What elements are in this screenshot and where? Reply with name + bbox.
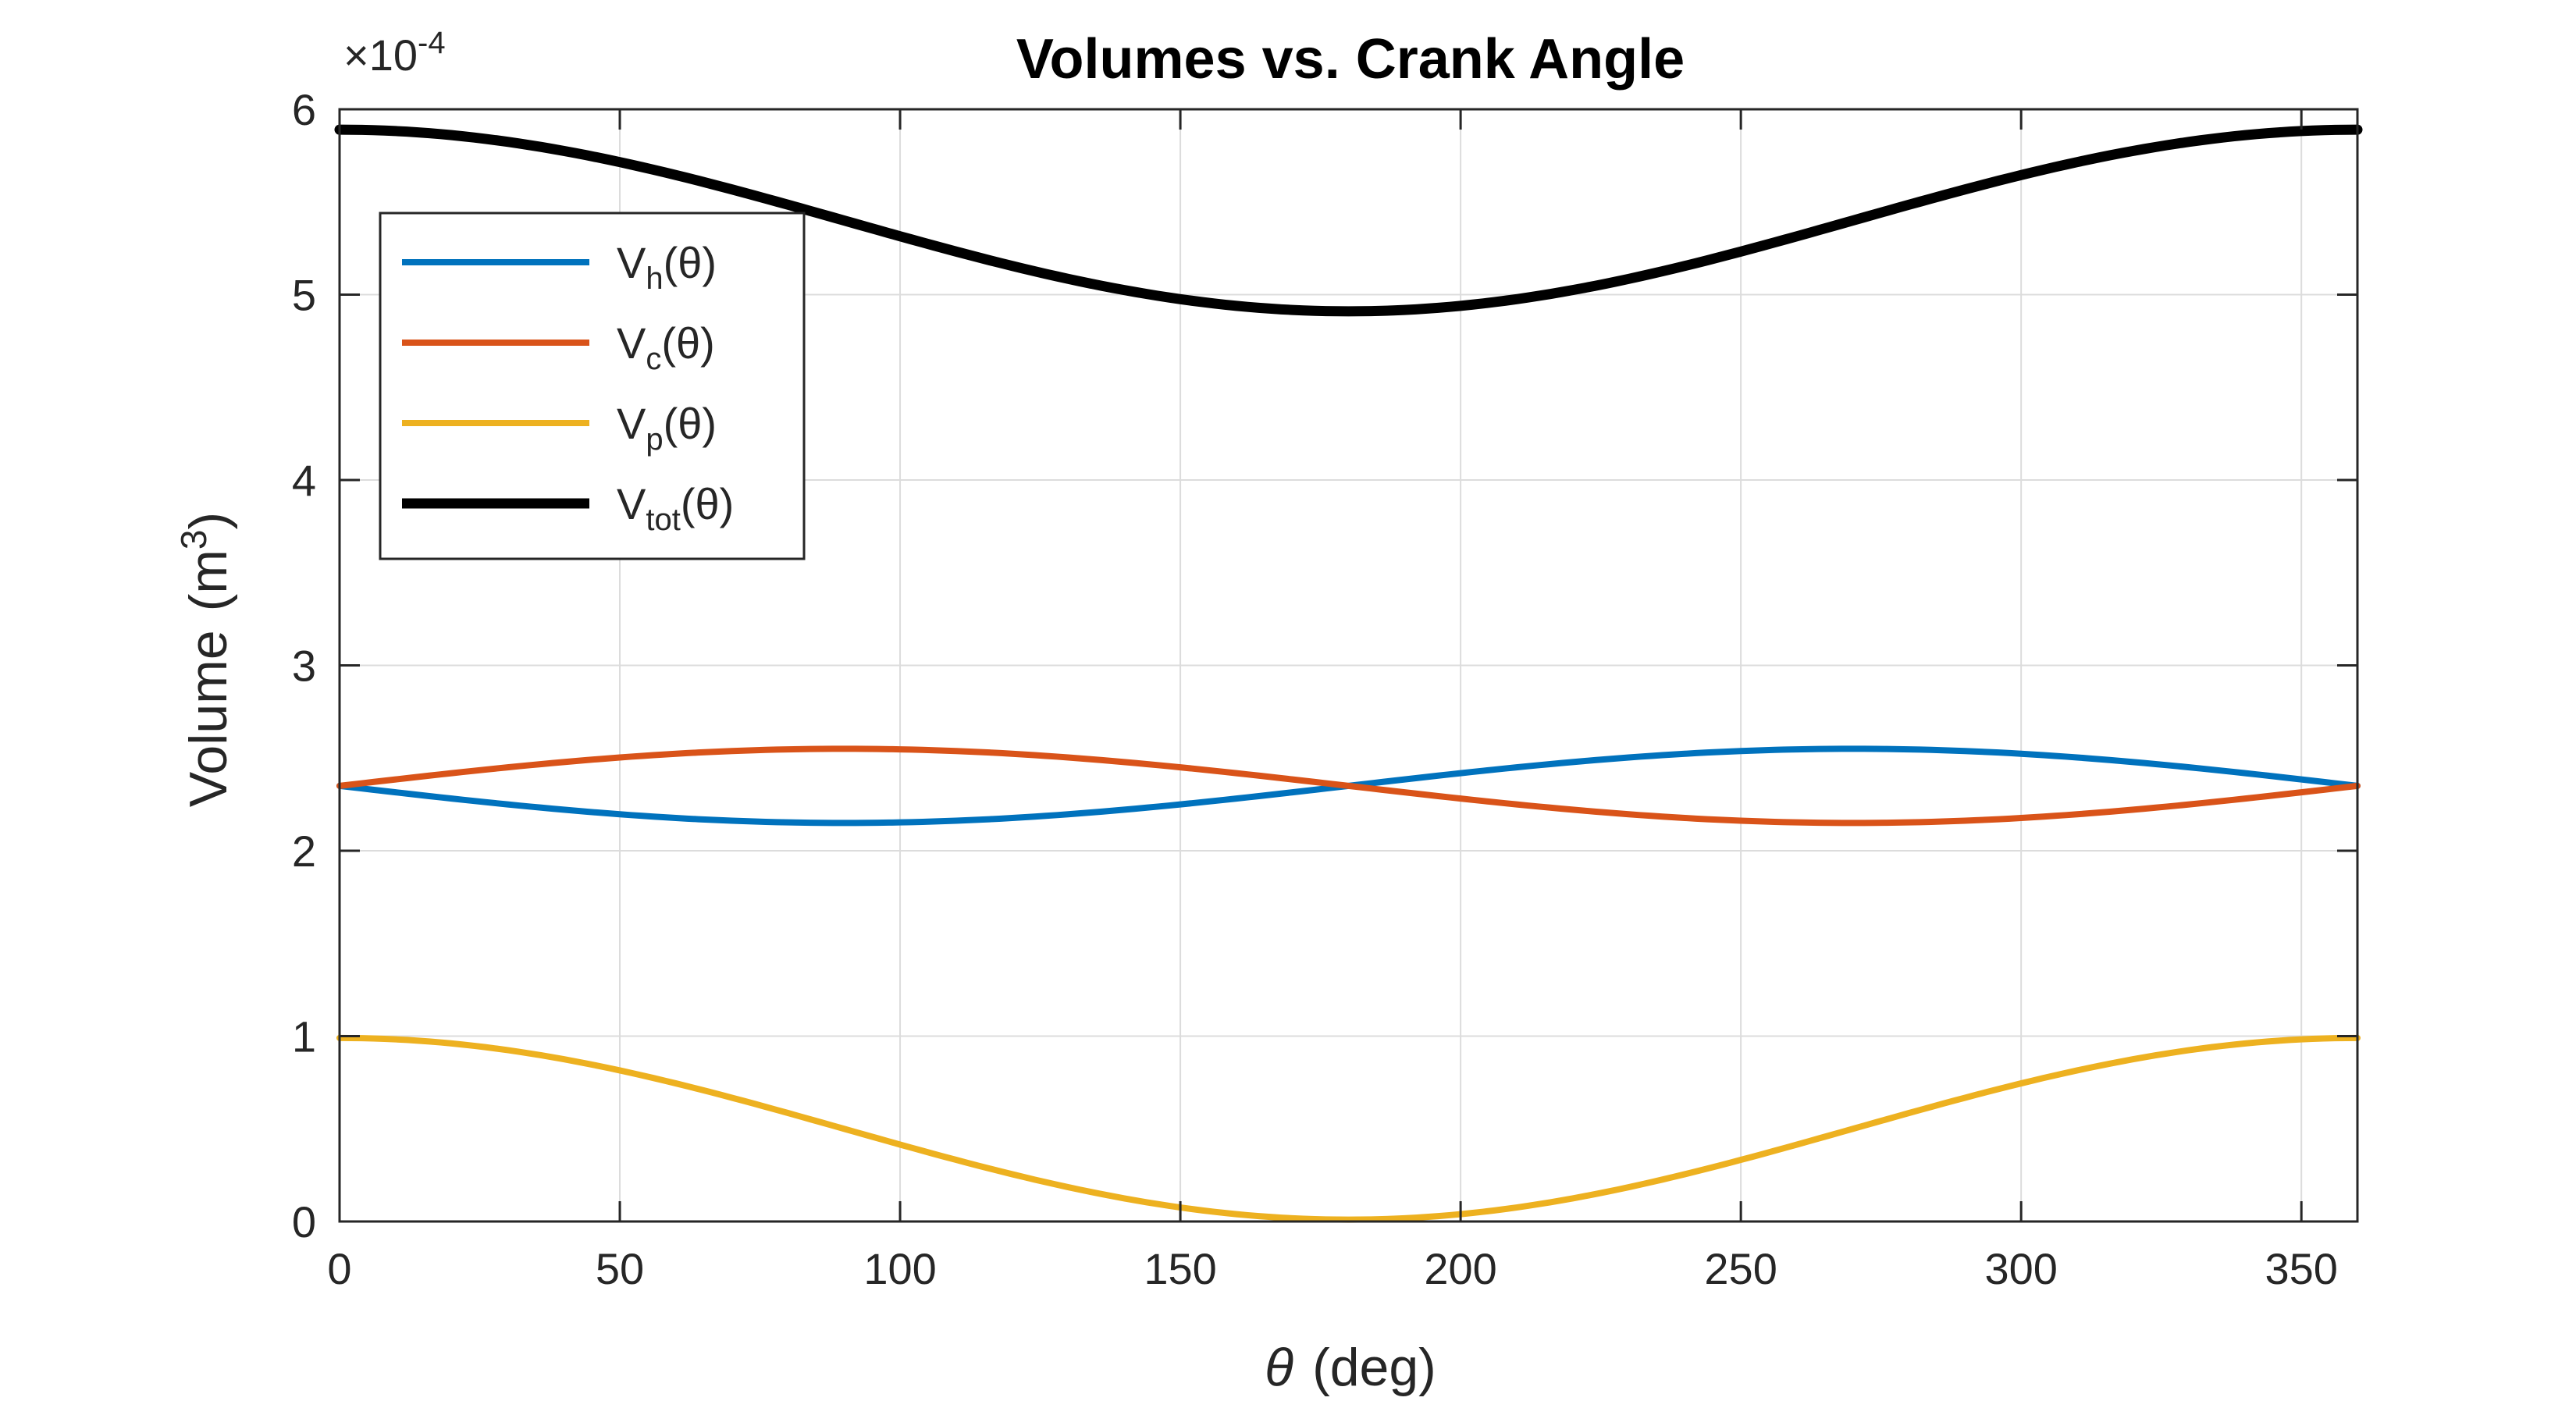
y-tick-label: 0 — [292, 1197, 316, 1246]
legend: Vh(θ) Vc(θ) Vp(θ) Vtot(θ) — [379, 212, 806, 560]
series-line-tot — [334, 124, 2363, 317]
x-tick-label: 50 — [596, 1244, 644, 1293]
y-tick-label: 4 — [292, 456, 316, 505]
chart-title: Volumes vs. Crank Angle — [1016, 28, 1685, 91]
x-axis-label: θ (deg) — [1265, 1338, 1436, 1397]
y-tick-label: 6 — [292, 85, 316, 134]
y-axis-label: Volume(m3) — [173, 512, 238, 807]
series-line-p — [336, 1034, 2361, 1223]
x-tick-label: 0 — [327, 1244, 351, 1293]
y-exponent: ×10-4 — [343, 26, 446, 80]
legend-label-tot: Vtot(θ) — [617, 479, 734, 537]
axis-ticks — [338, 108, 2357, 1223]
x-tick-label: 100 — [863, 1244, 936, 1293]
y-tick-label: 2 — [292, 827, 316, 876]
legend-label-h: Vh(θ) — [617, 238, 717, 296]
x-tick-label: 300 — [1984, 1244, 2057, 1293]
legend-label-p: Vp(θ) — [617, 399, 717, 457]
series-line-c — [336, 745, 2361, 827]
x-tick-label: 250 — [1704, 1244, 1777, 1293]
y-tick-label: 1 — [292, 1012, 316, 1061]
legend-label-c: Vc(θ) — [617, 318, 715, 376]
x-tick-label: 150 — [1144, 1244, 1216, 1293]
y-tick-labels: 0 1 2 3 4 5 6 — [292, 85, 316, 1246]
y-tick-label: 5 — [292, 271, 316, 320]
y-tick-label: 3 — [292, 642, 316, 691]
x-tick-label: 350 — [2265, 1244, 2337, 1293]
x-tick-labels: 0 50 100 150 200 250 300 350 — [327, 1244, 2337, 1293]
grid — [339, 108, 2357, 1222]
x-tick-label: 200 — [1424, 1244, 1496, 1293]
series-layer — [334, 124, 2363, 1223]
